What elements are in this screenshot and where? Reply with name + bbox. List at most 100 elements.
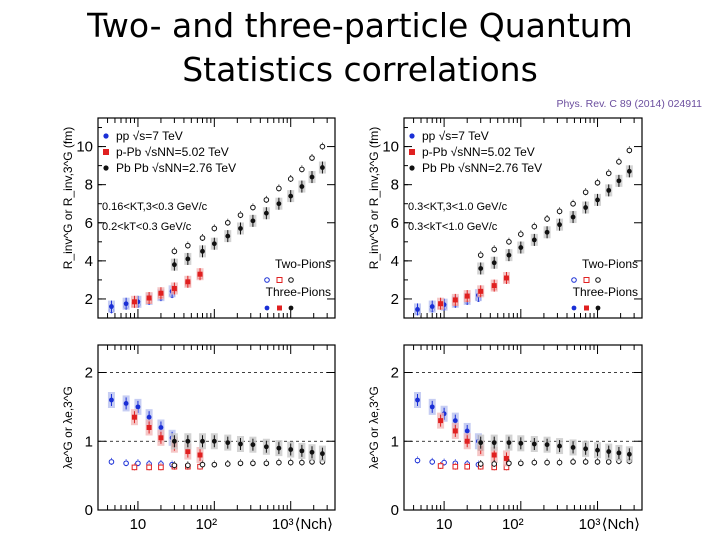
panel-left-top-frame bbox=[97, 117, 336, 319]
panel-right-bottom-point bbox=[594, 459, 601, 465]
panel-right-legend-two-marker bbox=[583, 277, 590, 283]
panel-right-bottom-point bbox=[557, 443, 562, 449]
panel-right-legend-three-pions: Three-Pions bbox=[573, 285, 638, 299]
panel-left-bottom-point bbox=[131, 464, 138, 471]
panel-right-bottom-point bbox=[616, 450, 622, 456]
panel-left-top-point bbox=[146, 295, 152, 301]
panel-left-top-point bbox=[171, 262, 177, 268]
panel-right-bottom-point bbox=[429, 459, 436, 465]
panel-right-top-point bbox=[491, 283, 497, 289]
panel-left-bottom-point bbox=[146, 464, 152, 471]
panel-right-bottom-y-axis-label: λe^G or λe,3^G bbox=[367, 386, 381, 469]
panel-right-legend-two-marker bbox=[595, 277, 601, 283]
panel-right-bottom-point bbox=[583, 446, 589, 452]
panel-left-top-point bbox=[185, 279, 191, 285]
panel-right-top-point bbox=[570, 214, 576, 220]
panel-right-top-point bbox=[429, 304, 435, 309]
panel-right-bottom-y-tick-label: 1 bbox=[391, 433, 399, 450]
panel-left-top-point bbox=[299, 184, 305, 189]
panel-right-top-point bbox=[478, 288, 484, 294]
panel-right-bottom-point bbox=[506, 440, 512, 446]
panel-right-bottom-point bbox=[605, 459, 612, 465]
panel-right-x-tick-label: 10³ bbox=[579, 516, 601, 533]
panel-left-top-point bbox=[171, 285, 177, 291]
panel-left-top-y-tick-label: 2 bbox=[85, 291, 93, 308]
panel-right-bottom-point bbox=[437, 463, 444, 469]
panel-left-bottom-point bbox=[309, 459, 315, 465]
panel-left-top-point bbox=[319, 143, 326, 150]
panel-right-bottom-point bbox=[477, 461, 484, 467]
panel-left-bottom-point bbox=[299, 459, 305, 466]
panel-left-bottom-point bbox=[199, 461, 206, 468]
panel-right-top-point bbox=[506, 252, 512, 258]
panel-left-top-point bbox=[109, 304, 114, 309]
panel-left-bottom-point bbox=[146, 425, 152, 430]
panel-right-bottom-point bbox=[491, 440, 497, 446]
panel-left-bottom-point bbox=[309, 449, 315, 455]
panel-left-top-point bbox=[131, 299, 137, 305]
panel-left-bottom-point bbox=[238, 441, 243, 447]
panel-left-bottom-point bbox=[299, 448, 305, 454]
panel-right-top-point bbox=[478, 266, 484, 271]
panel-right-top-point bbox=[544, 229, 550, 235]
panel-left-top-point bbox=[320, 165, 325, 170]
panel-right-bottom-point bbox=[626, 451, 632, 457]
panel-right-top-point bbox=[531, 237, 537, 243]
panel-left-top-point bbox=[237, 212, 244, 218]
panel-right-bottom-point bbox=[438, 418, 444, 424]
panel-right-legend-marker bbox=[409, 165, 415, 171]
panel-right-top-point bbox=[616, 159, 622, 165]
panel-left-bottom-point bbox=[171, 438, 177, 444]
panel-left-bottom-point bbox=[146, 414, 152, 420]
panel-right-bottom-point bbox=[503, 455, 509, 461]
panel-left-bottom-point bbox=[185, 438, 191, 444]
panel-left-top-point bbox=[211, 225, 218, 232]
panel-left-bottom-point bbox=[237, 460, 244, 467]
panel-right-top-point bbox=[570, 200, 576, 207]
panel-left-legend-label: pp √s=7 TeV bbox=[116, 129, 183, 143]
panel-left-bottom-y-tick-label: 1 bbox=[85, 433, 93, 450]
panel-left-bottom-point bbox=[135, 404, 141, 410]
panel-right-top-point bbox=[518, 245, 524, 250]
panel-right-bottom-point bbox=[556, 459, 563, 466]
panel-left-legend-two-marker bbox=[288, 277, 294, 283]
panel-right-x-tick-label: 10 bbox=[436, 516, 453, 533]
panel-left-bottom-point bbox=[320, 451, 325, 457]
panel-right-legend-three-marker bbox=[584, 305, 589, 311]
panel-left-bottom-point bbox=[135, 460, 141, 467]
panel-left-x-tick-label: 10² bbox=[195, 516, 217, 533]
panel-left-bottom-y-tick-label: 0 bbox=[85, 502, 93, 519]
panel-left-bottom-point bbox=[158, 464, 164, 471]
panel-right-bottom-point bbox=[570, 445, 576, 450]
panel-left-legend-label: p-Pb √sNN=5.02 TeV bbox=[116, 145, 229, 159]
panel-right-top-point bbox=[594, 179, 601, 186]
panel-right-top-point bbox=[531, 223, 538, 230]
panel-left-x-axis-label: ⟨Nch⟩ bbox=[295, 516, 333, 533]
panel-right-legend-label: Pb Pb √sNN=2.76 TeV bbox=[422, 161, 542, 175]
panel-left-legend-label: Pb Pb √sNN=2.76 TeV bbox=[116, 161, 236, 175]
panel-left-bottom-point bbox=[185, 449, 191, 455]
panel-right-top-point bbox=[582, 189, 589, 196]
panel-right-x-axis-label: ⟨Nch⟩ bbox=[602, 516, 640, 533]
panel-left-legend-two-pions: Two-Pions bbox=[275, 257, 331, 271]
panel-left-bottom-point bbox=[123, 401, 129, 406]
panel-right-x-tick-label: 10² bbox=[502, 516, 524, 533]
panel-left-legend-marker bbox=[103, 133, 109, 139]
panel-right-legend-marker bbox=[409, 133, 415, 139]
panel-left-bottom-point bbox=[276, 459, 282, 466]
slide-title-line1: Two- and three-particle Quantum bbox=[87, 6, 633, 45]
panel-right-bottom-point bbox=[478, 440, 484, 446]
panel-left-bottom-point bbox=[263, 444, 269, 450]
panel-left-bottom-point bbox=[158, 425, 164, 430]
panel-left-top-y-tick-label: 4 bbox=[85, 253, 93, 270]
panel-left-cut-label: 0.16<KT,3<0.3 GeV/c bbox=[102, 201, 208, 213]
panel-right-top-point bbox=[477, 252, 484, 258]
panel-right-top-point bbox=[595, 197, 600, 203]
panel-left-top-point bbox=[263, 210, 269, 216]
panel-right-top-point bbox=[583, 205, 589, 210]
panel-left-top-point bbox=[263, 197, 270, 203]
panel-left-bottom-point bbox=[211, 438, 217, 444]
panel-left-top-y-axis-label: R_inv^G or R_inv,3^G (fm) bbox=[61, 127, 75, 269]
panel-right-top-point bbox=[626, 147, 633, 154]
panel-left-top-point bbox=[309, 174, 315, 180]
